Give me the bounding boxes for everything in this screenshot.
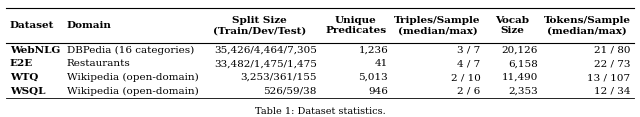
Text: 526/59/38: 526/59/38 bbox=[264, 87, 317, 96]
Text: E2E: E2E bbox=[10, 59, 33, 68]
Text: 2,353: 2,353 bbox=[508, 87, 538, 96]
Text: 1,236: 1,236 bbox=[358, 46, 388, 55]
Text: Split Size
(Train/Dev/Test): Split Size (Train/Dev/Test) bbox=[212, 16, 306, 35]
Text: WSQL: WSQL bbox=[10, 87, 45, 96]
Text: WTQ: WTQ bbox=[10, 73, 38, 82]
Text: WebNLG: WebNLG bbox=[10, 46, 60, 55]
Text: Domain: Domain bbox=[67, 21, 111, 30]
Text: 2 / 10: 2 / 10 bbox=[451, 73, 481, 82]
Text: Dataset: Dataset bbox=[10, 21, 54, 30]
Text: 4 / 7: 4 / 7 bbox=[458, 59, 481, 68]
Text: DBPedia (16 categories): DBPedia (16 categories) bbox=[67, 46, 194, 55]
Text: Vocab
Size: Vocab Size bbox=[495, 16, 529, 35]
Text: 12 / 34: 12 / 34 bbox=[594, 87, 630, 96]
Text: Tokens/Sample
(median/max): Tokens/Sample (median/max) bbox=[544, 16, 631, 35]
Text: 2 / 6: 2 / 6 bbox=[458, 87, 481, 96]
Text: 5,013: 5,013 bbox=[358, 73, 388, 82]
Text: 11,490: 11,490 bbox=[501, 73, 538, 82]
Text: Unique
Predicates: Unique Predicates bbox=[325, 16, 386, 35]
Text: 21 / 80: 21 / 80 bbox=[594, 46, 630, 55]
Text: 3 / 7: 3 / 7 bbox=[458, 46, 481, 55]
Text: 41: 41 bbox=[375, 59, 388, 68]
Text: 13 / 107: 13 / 107 bbox=[588, 73, 630, 82]
Text: 6,158: 6,158 bbox=[508, 59, 538, 68]
Text: Table 1: Dataset statistics.: Table 1: Dataset statistics. bbox=[255, 107, 385, 116]
Text: 35,426/4,464/7,305: 35,426/4,464/7,305 bbox=[214, 46, 317, 55]
Text: Wikipedia (open-domain): Wikipedia (open-domain) bbox=[67, 73, 198, 82]
Text: 20,126: 20,126 bbox=[501, 46, 538, 55]
Text: Restaurants: Restaurants bbox=[67, 59, 131, 68]
Text: 3,253/361/155: 3,253/361/155 bbox=[240, 73, 317, 82]
Text: Triples/Sample
(median/max): Triples/Sample (median/max) bbox=[394, 16, 481, 35]
Text: 22 / 73: 22 / 73 bbox=[594, 59, 630, 68]
Text: 33,482/1,475/1,475: 33,482/1,475/1,475 bbox=[214, 59, 317, 68]
Text: 946: 946 bbox=[368, 87, 388, 96]
Text: Wikipedia (open-domain): Wikipedia (open-domain) bbox=[67, 87, 198, 96]
